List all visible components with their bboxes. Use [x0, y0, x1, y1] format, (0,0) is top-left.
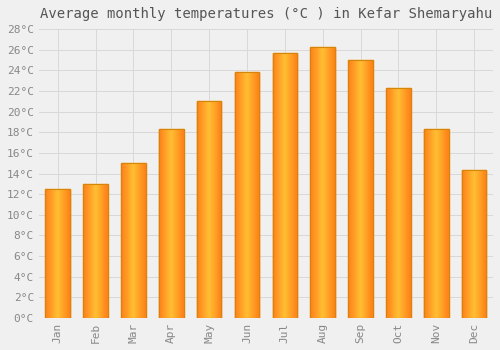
Bar: [462, 170, 486, 318]
Bar: [310, 47, 335, 318]
Bar: [234, 72, 260, 318]
Title: Average monthly temperatures (°C ) in Kefar Shemaryahu: Average monthly temperatures (°C ) in Ke…: [40, 7, 492, 21]
Bar: [121, 163, 146, 318]
Bar: [197, 101, 222, 318]
Bar: [84, 184, 108, 318]
Bar: [159, 129, 184, 318]
Bar: [424, 129, 448, 318]
Bar: [386, 88, 410, 318]
Bar: [272, 53, 297, 318]
Bar: [46, 189, 70, 318]
Bar: [348, 60, 373, 318]
